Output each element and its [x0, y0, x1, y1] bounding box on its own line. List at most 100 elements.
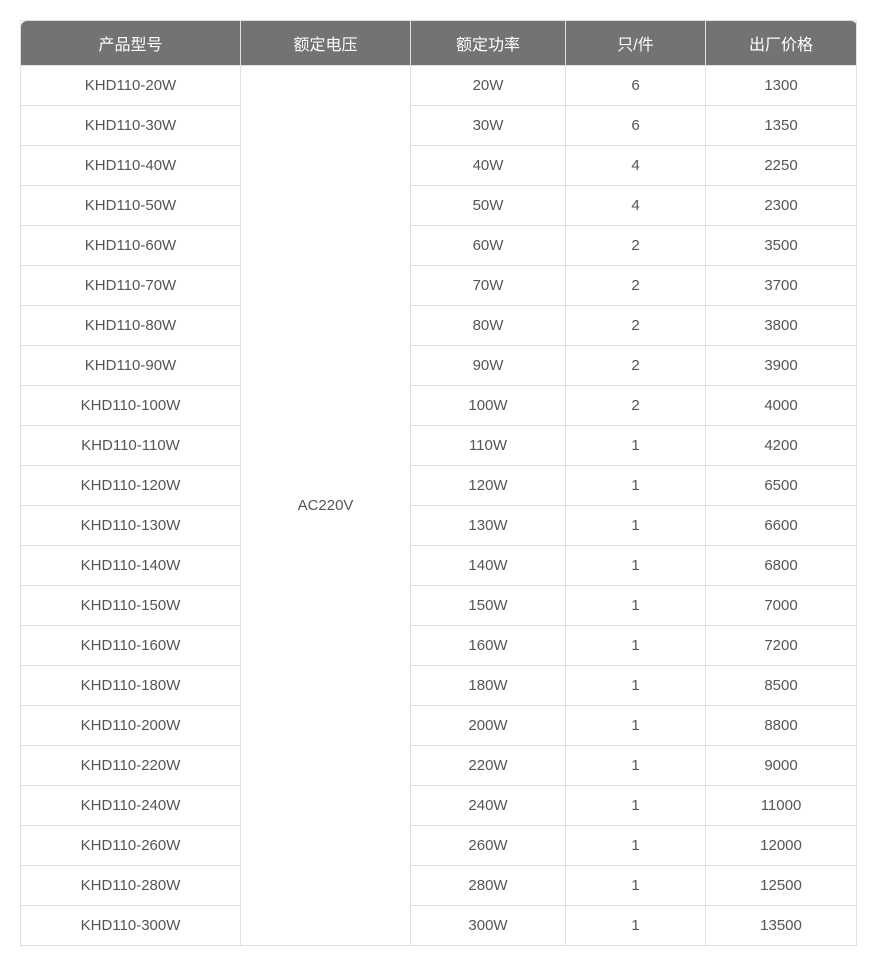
cell-qty: 1 — [566, 906, 706, 946]
cell-price: 6600 — [706, 506, 857, 546]
cell-qty: 6 — [566, 106, 706, 146]
cell-qty: 1 — [566, 666, 706, 706]
cell-price: 1300 — [706, 66, 857, 106]
cell-model: KHD110-180W — [21, 666, 241, 706]
cell-model: KHD110-20W — [21, 66, 241, 106]
cell-power: 110W — [411, 426, 566, 466]
table-row: KHD110-40W40W42250 — [21, 146, 857, 186]
cell-power: 60W — [411, 226, 566, 266]
header-model: 产品型号 — [21, 21, 241, 66]
table-row: KHD110-110W 110W14200 — [21, 426, 857, 466]
cell-qty: 1 — [566, 706, 706, 746]
cell-model: KHD110-70W — [21, 266, 241, 306]
cell-price: 8500 — [706, 666, 857, 706]
cell-power: 260W — [411, 826, 566, 866]
table-header-row: 产品型号 额定电压 额定功率 只/件 出厂价格 — [21, 21, 857, 66]
cell-model: KHD110-110W — [21, 426, 241, 466]
cell-power: 150W — [411, 586, 566, 626]
cell-power: 20W — [411, 66, 566, 106]
cell-model: KHD110-160W — [21, 626, 241, 666]
cell-voltage-merged: AC220V — [241, 66, 411, 946]
table-row: KHD110-30W30W61350 — [21, 106, 857, 146]
cell-price: 7200 — [706, 626, 857, 666]
cell-model: KHD110-260W — [21, 826, 241, 866]
cell-qty: 4 — [566, 186, 706, 226]
cell-power: 100W — [411, 386, 566, 426]
table-row: KHD110-240W 240W111000 — [21, 786, 857, 826]
cell-qty: 2 — [566, 346, 706, 386]
cell-qty: 6 — [566, 66, 706, 106]
cell-model: KHD110-90W — [21, 346, 241, 386]
cell-qty: 1 — [566, 586, 706, 626]
cell-power: 240W — [411, 786, 566, 826]
cell-model: KHD110-120W — [21, 466, 241, 506]
cell-qty: 1 — [566, 746, 706, 786]
cell-qty: 1 — [566, 786, 706, 826]
cell-model: KHD110-300W — [21, 906, 241, 946]
cell-price: 4000 — [706, 386, 857, 426]
cell-qty: 1 — [566, 506, 706, 546]
cell-qty: 2 — [566, 226, 706, 266]
cell-model: KHD110-240W — [21, 786, 241, 826]
cell-qty: 2 — [566, 386, 706, 426]
cell-power: 130W — [411, 506, 566, 546]
table-row: KHD110-60W60W23500 — [21, 226, 857, 266]
cell-power: 70W — [411, 266, 566, 306]
cell-price: 11000 — [706, 786, 857, 826]
product-spec-table-container: 产品型号 额定电压 额定功率 只/件 出厂价格 KHD110-20WAC220V… — [20, 20, 856, 946]
table-row: KHD110-70W70W23700 — [21, 266, 857, 306]
table-row: KHD110-300W300W113500 — [21, 906, 857, 946]
table-row: KHD110-120W120W16500 — [21, 466, 857, 506]
table-row: KHD110-90W90W23900 — [21, 346, 857, 386]
cell-model: KHD110-280W — [21, 866, 241, 906]
table-row: KHD110-80W 80W23800 — [21, 306, 857, 346]
cell-power: 140W — [411, 546, 566, 586]
cell-model: KHD110-200W — [21, 706, 241, 746]
cell-price: 3500 — [706, 226, 857, 266]
cell-power: 160W — [411, 626, 566, 666]
cell-price: 12500 — [706, 866, 857, 906]
cell-qty: 1 — [566, 426, 706, 466]
table-row: KHD110-20WAC220V20W61300 — [21, 66, 857, 106]
table-row: KHD110-180W180W18500 — [21, 666, 857, 706]
cell-qty: 4 — [566, 146, 706, 186]
cell-power: 220W — [411, 746, 566, 786]
cell-price: 4200 — [706, 426, 857, 466]
table-row: KHD110-100W100W24000 — [21, 386, 857, 426]
cell-price: 3700 — [706, 266, 857, 306]
cell-price: 7000 — [706, 586, 857, 626]
product-spec-table: 产品型号 额定电压 额定功率 只/件 出厂价格 KHD110-20WAC220V… — [20, 20, 857, 946]
cell-price: 3800 — [706, 306, 857, 346]
cell-price: 8800 — [706, 706, 857, 746]
cell-price: 2300 — [706, 186, 857, 226]
table-row: KHD110-140W140W16800 — [21, 546, 857, 586]
cell-power: 40W — [411, 146, 566, 186]
cell-power: 80W — [411, 306, 566, 346]
cell-model: KHD110-30W — [21, 106, 241, 146]
table-header: 产品型号 额定电压 额定功率 只/件 出厂价格 — [21, 21, 857, 66]
header-power: 额定功率 — [411, 21, 566, 66]
cell-price: 13500 — [706, 906, 857, 946]
table-row: KHD110-130W 130W16600 — [21, 506, 857, 546]
cell-price: 3900 — [706, 346, 857, 386]
cell-power: 50W — [411, 186, 566, 226]
table-row: KHD110-200W 200W18800 — [21, 706, 857, 746]
table-row: KHD110-150W150W17000 — [21, 586, 857, 626]
cell-model: KHD110-220W — [21, 746, 241, 786]
cell-qty: 1 — [566, 826, 706, 866]
cell-model: KHD110-50W — [21, 186, 241, 226]
cell-price: 6500 — [706, 466, 857, 506]
table-row: KHD110-260W260W112000 — [21, 826, 857, 866]
cell-power: 280W — [411, 866, 566, 906]
cell-qty: 1 — [566, 626, 706, 666]
header-qty: 只/件 — [566, 21, 706, 66]
cell-model: KHD110-80W — [21, 306, 241, 346]
cell-power: 30W — [411, 106, 566, 146]
cell-model: KHD110-130W — [21, 506, 241, 546]
cell-qty: 2 — [566, 306, 706, 346]
cell-qty: 1 — [566, 466, 706, 506]
header-price: 出厂价格 — [706, 21, 857, 66]
table-row: KHD110-160W 160W17200 — [21, 626, 857, 666]
cell-qty: 1 — [566, 546, 706, 586]
cell-power: 200W — [411, 706, 566, 746]
